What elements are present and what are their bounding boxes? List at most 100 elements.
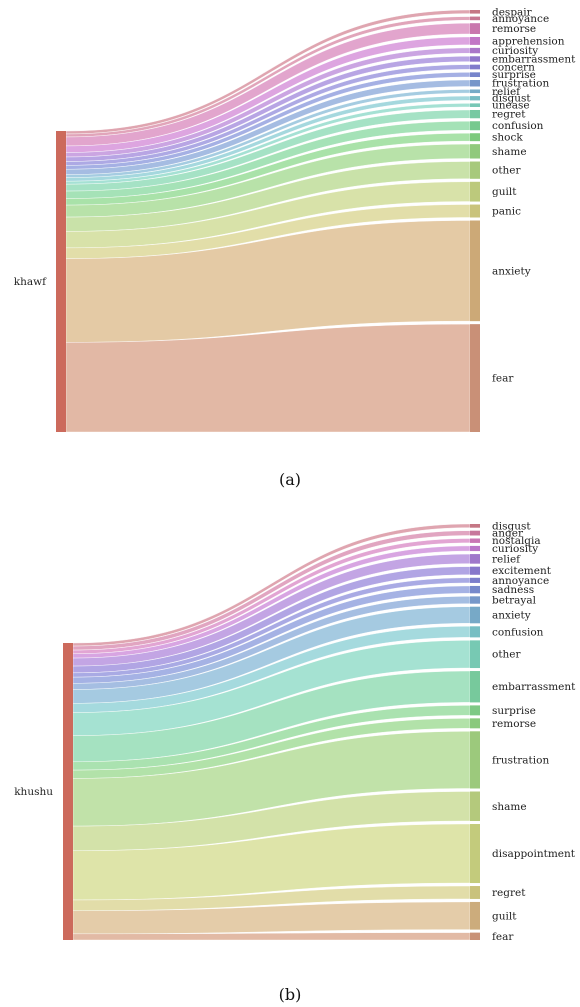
target-nodes [470,10,480,432]
node-anxiety [470,220,480,322]
flow-fear [72,932,471,941]
flow-surprise [72,705,471,771]
source-label: khawf [14,276,47,288]
node-frustration [470,731,480,789]
target-labels: disgustangernostalgiacuriosityreliefexci… [492,520,576,942]
label-annoyance: annoyance [492,13,549,25]
target-labels: despairannoyanceremorseapprehensioncurio… [492,6,576,384]
label-shame: shame [492,146,527,158]
target-nodes [470,524,480,940]
flow-remorse [65,22,471,147]
label-guilt: guilt [492,186,517,198]
label-surprise: surprise [492,69,536,81]
node-sadness [470,585,480,594]
node-other [470,161,480,179]
node-nostalgia [470,538,480,543]
node-curiosity [470,47,480,54]
label-embarrassment: embarrassment [492,53,576,65]
node-source-khushu [63,643,73,940]
node-relief [470,89,480,94]
flow-guilt [72,901,471,935]
label-relief: relief [492,86,521,98]
label-apprehension: apprehension [492,35,565,47]
label-embarrassment: embarrassment [492,681,576,693]
label-disappointment: disappointment [492,848,576,860]
label-curiosity: curiosity [492,45,538,57]
node-remorse [470,23,480,34]
label-surprise: surprise [492,705,536,717]
label-regret: regret [492,109,526,121]
node-surprise [470,705,480,716]
label-curiosity: curiosity [492,543,538,555]
flow-shock [65,133,471,206]
label-remorse: remorse [492,23,536,35]
label-remorse: remorse [492,718,536,730]
node-shame [470,791,480,822]
label-relief: relief [492,553,521,565]
label-other: other [492,649,522,661]
node-fear [470,324,480,432]
node-unease [470,103,480,107]
node-embarrassment [470,56,480,62]
node-embarrassment [470,671,480,703]
flows [65,9,471,433]
label-disgust: disgust [492,93,531,105]
node-betrayal [470,596,480,604]
node-disgust [470,524,480,528]
label-anxiety: anxiety [492,265,531,277]
node-guilt [470,901,480,930]
label-concern: concern [492,62,535,74]
node-confusion [470,626,480,638]
node-frustration [470,80,480,87]
label-frustration: frustration [492,754,549,766]
node-excitement [470,566,480,575]
label-disgust: disgust [492,520,531,532]
label-confusion: confusion [492,120,544,132]
node-relief [470,554,480,564]
node-annoyance [470,16,480,21]
label-regret: regret [492,887,526,899]
label-despair: despair [492,6,533,18]
flow-betrayal [72,596,471,690]
node-surprise [470,72,480,78]
flow-curiosity [72,545,471,659]
label-shock: shock [492,132,523,144]
node-regret [470,109,480,119]
label-unease: unease [492,100,530,112]
label-shame: shame [492,801,527,813]
node-fear [470,932,480,940]
node-annoyance [470,577,480,583]
node-concern [470,64,480,70]
label-anger: anger [492,528,524,540]
sankey-panel-a: (a) despairannoyanceremorseapprehensionc… [14,6,576,489]
node-source-khawf [56,131,66,432]
node-remorse [470,718,480,729]
flow-curiosity [65,47,471,158]
node-anger [470,530,480,536]
source-label: khushu [14,786,53,798]
flows [72,523,471,941]
flow-nostalgia [72,538,471,654]
label-frustration: frustration [492,78,549,90]
flow-shame [72,791,471,851]
label-fear: fear [492,373,514,385]
label-sadness: sadness [492,584,534,596]
label-confusion: confusion [492,626,544,638]
node-disappointment [470,824,480,884]
label-panic: panic [492,206,521,218]
node-anxiety [470,606,480,624]
label-anxiety: anxiety [492,610,531,622]
label-betrayal: betrayal [492,595,537,607]
node-apprehension [470,36,480,45]
node-shame [470,144,480,159]
node-curiosity [470,545,480,552]
node-disgust [470,96,480,101]
node-other [470,640,480,669]
node-shock [470,133,480,142]
label-guilt: guilt [492,910,517,922]
node-despair [470,10,480,14]
node-regret [470,886,480,899]
node-confusion [470,121,480,131]
label-fear: fear [492,931,514,943]
